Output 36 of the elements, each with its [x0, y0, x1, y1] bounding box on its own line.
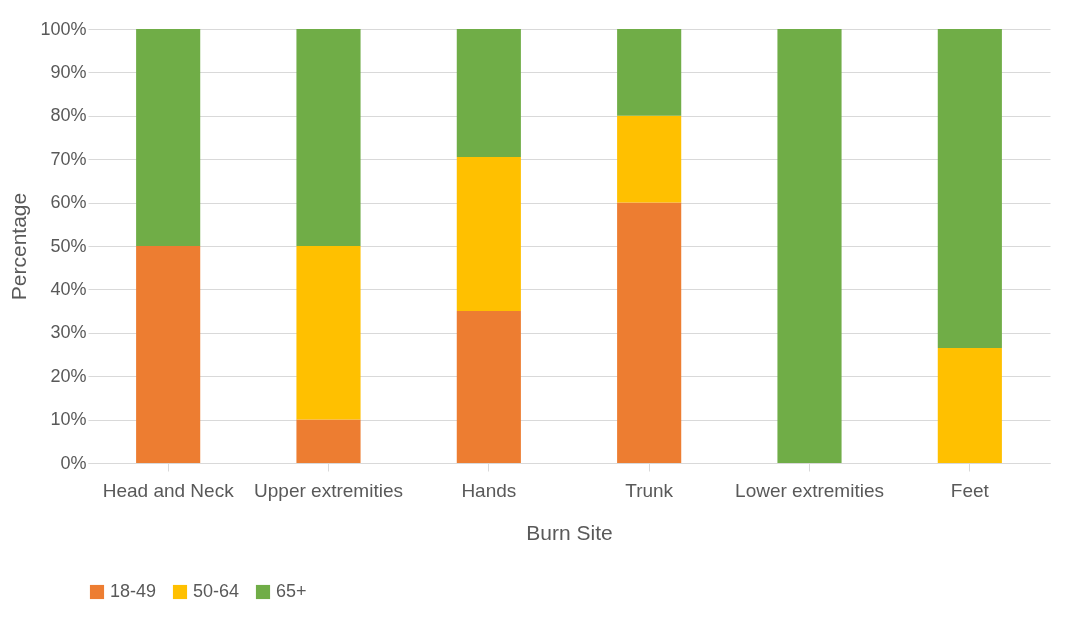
y-tick-label: 80%: [50, 105, 87, 126]
bar: [296, 246, 361, 420]
x-tick-label: Lower extremities: [735, 479, 884, 501]
y-tick-label: 50%: [50, 235, 87, 256]
bar: [937, 29, 1002, 348]
y-tick-label: 40%: [50, 278, 87, 299]
x-axis-title: Burn Site: [526, 520, 613, 544]
bar: [617, 29, 682, 116]
legend-label: 50-64: [193, 581, 240, 601]
legend-label: 65+: [276, 581, 307, 601]
x-tick-label: Trunk: [625, 479, 674, 501]
bar: [617, 115, 682, 203]
bar: [296, 29, 361, 246]
y-tick-label: 60%: [50, 192, 87, 213]
y-tick-label: 70%: [50, 148, 87, 169]
y-axis-title: Percentage: [7, 192, 31, 301]
bar: [296, 419, 361, 463]
x-tick-label: Upper extremities: [254, 479, 403, 501]
y-tick-label: 30%: [50, 322, 87, 343]
y-tick-label: 100%: [40, 18, 87, 39]
x-tick-label: Hands: [461, 479, 517, 501]
bar: [937, 347, 1002, 463]
bar: [456, 311, 521, 463]
y-tick-label: 10%: [50, 409, 87, 430]
legend-label: 18-49: [110, 581, 157, 601]
bar: [136, 29, 201, 246]
bar: [136, 246, 201, 463]
bar: [617, 202, 682, 463]
bar: [456, 157, 521, 312]
x-tick-label: Head and Neck: [102, 479, 235, 501]
bar: [456, 29, 521, 158]
bar: [777, 29, 842, 463]
x-tick-label: Feet: [950, 479, 990, 501]
y-tick-label: 20%: [50, 365, 87, 386]
y-tick-label: 0%: [60, 452, 87, 473]
y-tick-label: 90%: [50, 61, 87, 82]
